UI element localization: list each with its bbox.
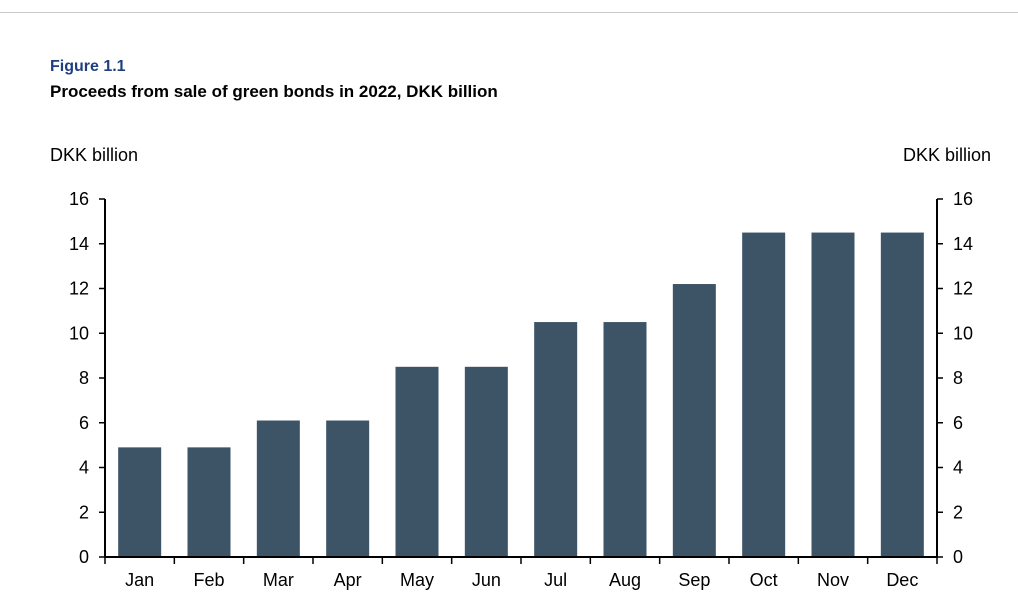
bar-may bbox=[395, 366, 439, 557]
x-tick-label-apr: Apr bbox=[334, 570, 362, 590]
bar-feb bbox=[187, 447, 231, 557]
x-tick-label-mar: Mar bbox=[263, 570, 294, 590]
x-tick-label-sep: Sep bbox=[678, 570, 710, 590]
x-tick-label-dec: Dec bbox=[886, 570, 918, 590]
bar-jun bbox=[464, 366, 508, 557]
bar-jul bbox=[534, 322, 578, 557]
y-axis-label-left: DKK billion bbox=[50, 145, 139, 165]
y-tick-label-left: 6 bbox=[79, 413, 89, 433]
y-tick-label-right: 8 bbox=[953, 368, 963, 388]
x-tick-label-jun: Jun bbox=[472, 570, 501, 590]
y-tick-label-right: 12 bbox=[953, 279, 973, 299]
y-tick-label-left: 2 bbox=[79, 502, 89, 522]
bar-nov bbox=[811, 232, 855, 557]
y-tick-label-left: 16 bbox=[69, 189, 89, 209]
x-tick-label-nov: Nov bbox=[817, 570, 849, 590]
y-tick-label-right: 6 bbox=[953, 413, 963, 433]
y-tick-label-left: 4 bbox=[79, 458, 89, 478]
y-tick-label-right: 4 bbox=[953, 458, 963, 478]
figure-label: Figure 1.1 bbox=[50, 58, 126, 75]
bar-jan bbox=[118, 447, 162, 557]
y-tick-label-left: 10 bbox=[69, 323, 89, 343]
x-tick-label-aug: Aug bbox=[609, 570, 641, 590]
x-tick-label-may: May bbox=[400, 570, 434, 590]
y-tick-label-left: 0 bbox=[79, 547, 89, 567]
bar-apr bbox=[326, 420, 370, 557]
x-tick-label-jul: Jul bbox=[544, 570, 567, 590]
y-axis-label-right: DKK billion bbox=[902, 145, 991, 165]
bar-dec bbox=[880, 232, 924, 557]
y-tick-label-right: 16 bbox=[953, 189, 973, 209]
y-tick-label-right: 10 bbox=[953, 323, 973, 343]
y-tick-label-left: 12 bbox=[69, 279, 89, 299]
y-tick-label-right: 14 bbox=[953, 234, 973, 254]
chart-title: Proceeds from sale of green bonds in 202… bbox=[50, 82, 498, 101]
x-tick-label-jan: Jan bbox=[125, 570, 154, 590]
bar-aug bbox=[603, 322, 647, 557]
y-tick-label-left: 14 bbox=[69, 234, 89, 254]
bar-mar bbox=[256, 420, 300, 557]
y-tick-label-right: 0 bbox=[953, 547, 963, 567]
bar-sep bbox=[672, 284, 716, 557]
top-rule bbox=[0, 12, 1018, 13]
y-tick-label-left: 8 bbox=[79, 368, 89, 388]
x-tick-label-feb: Feb bbox=[193, 570, 224, 590]
x-tick-label-oct: Oct bbox=[750, 570, 778, 590]
y-tick-label-right: 2 bbox=[953, 502, 963, 522]
bar-oct bbox=[742, 232, 786, 557]
